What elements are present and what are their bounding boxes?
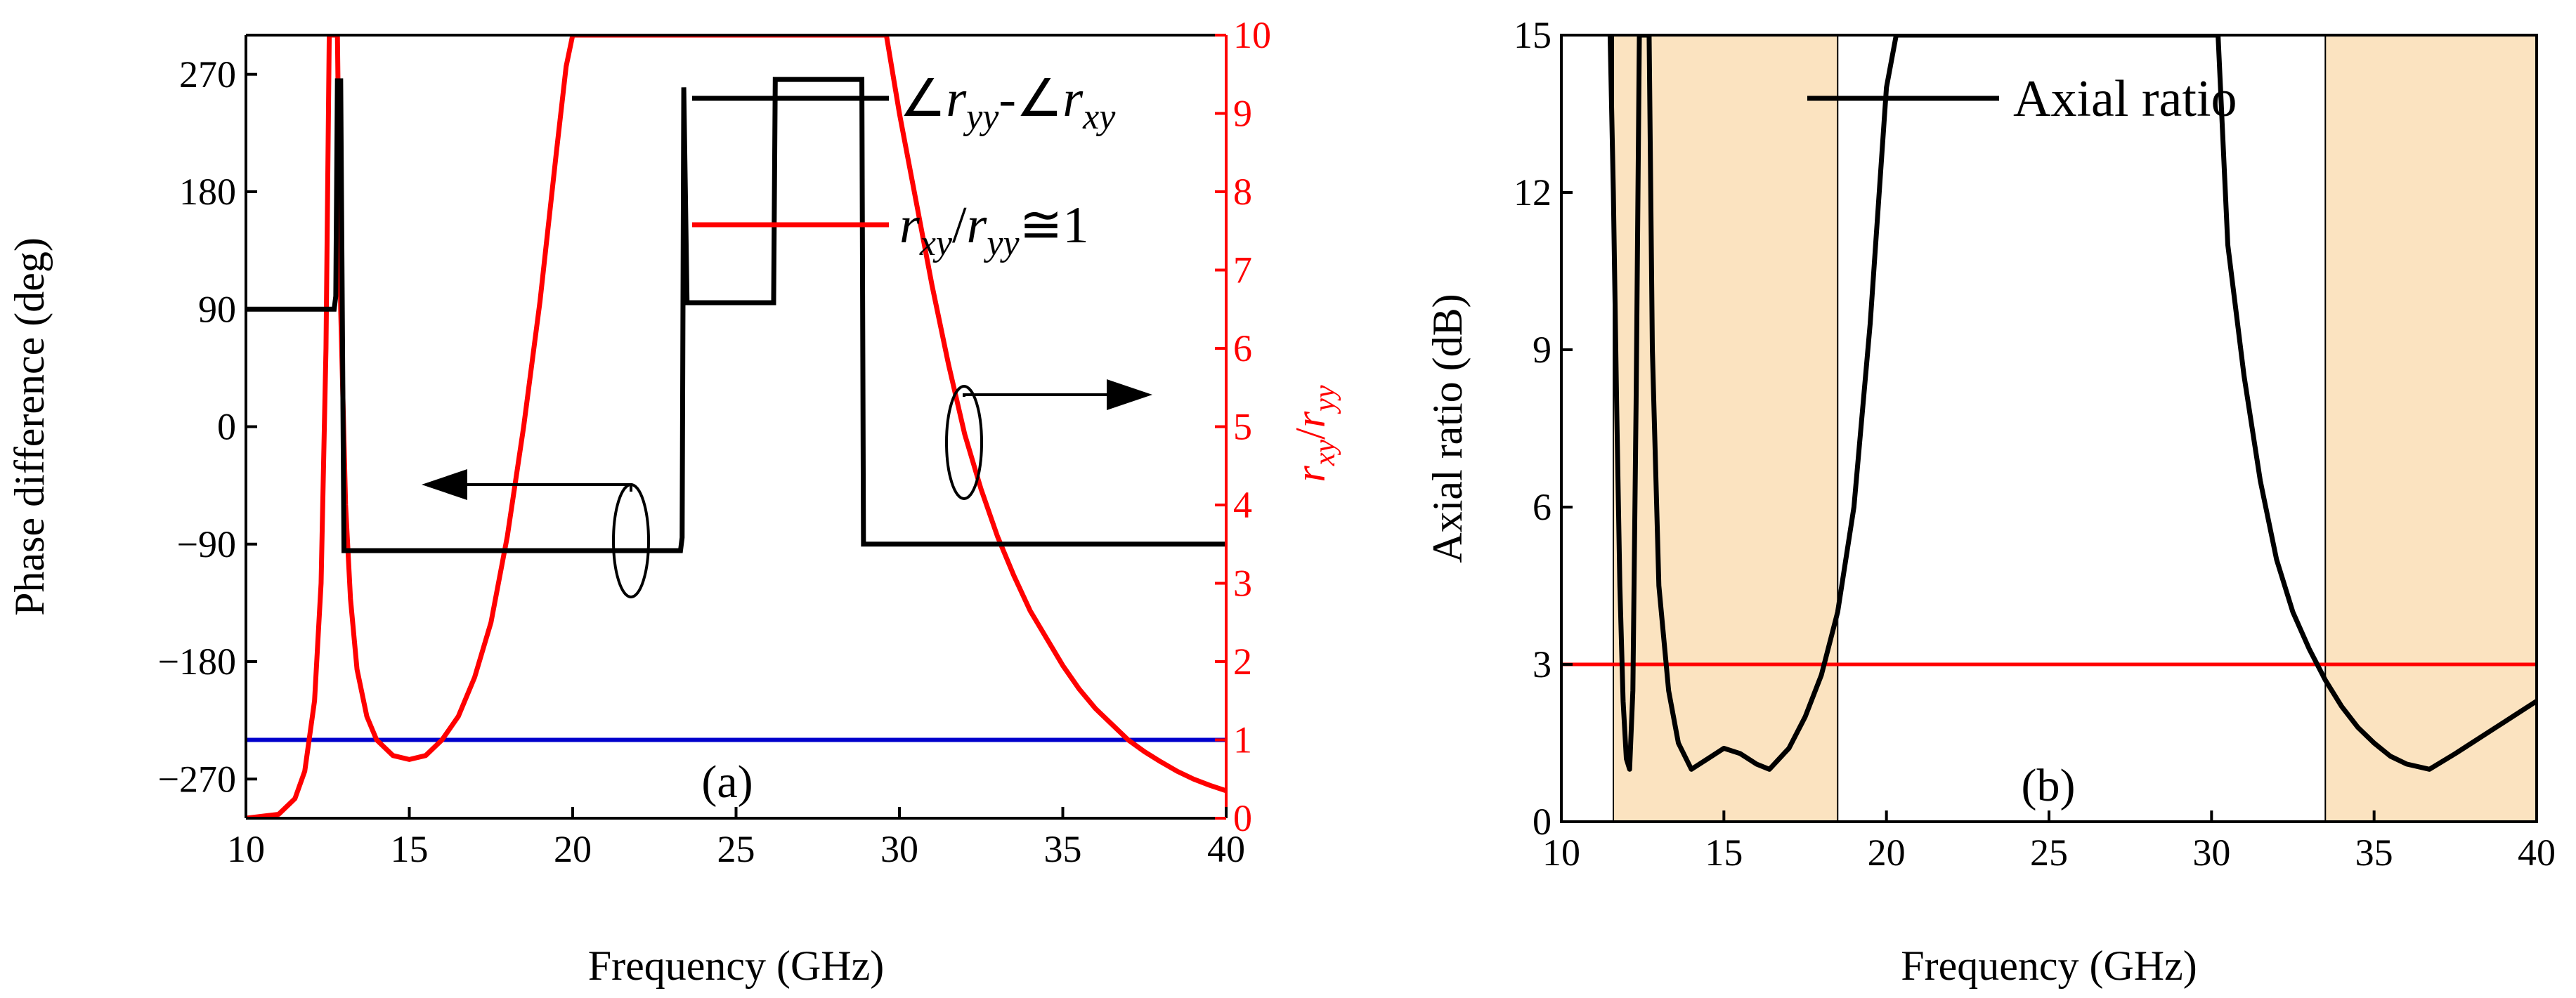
x-axis-label: Frequency (GHz) <box>588 943 885 989</box>
panel-b: 10 15 20 25 30 35 40 0 3 6 9 12 15 Frequency (GHz) Axi… <box>1424 14 2556 989</box>
y2-tick-label: 2 <box>1233 641 1252 683</box>
y-tick-label: −270 <box>158 758 236 800</box>
y2-tick-label: 3 <box>1233 563 1252 605</box>
ratio-curve <box>246 35 1226 818</box>
right-arrow-head <box>1107 379 1152 410</box>
y2-tick-label: 5 <box>1233 406 1252 448</box>
panel-b-plot-area <box>1561 35 2537 772</box>
x-tick-label: 40 <box>1207 828 1245 870</box>
y2-tick-label: 1 <box>1233 719 1252 761</box>
legend-label: Axial ratio <box>2013 70 2237 128</box>
x-tick-label: 25 <box>2030 832 2068 874</box>
x-tick-label: 20 <box>1868 832 1906 874</box>
left-arrow-line <box>464 483 632 492</box>
y-axis-label: Axial ratio (dB) <box>1424 294 1471 563</box>
x-tick-label: 30 <box>880 828 918 870</box>
x-tick-label: 40 <box>2518 832 2556 874</box>
legend-phase-label: ∠ryy-∠rxy <box>899 70 1116 137</box>
legend-ratio-label: rxy/ryy≅1 <box>899 197 1089 263</box>
x-tick-label: 15 <box>391 828 429 870</box>
x-tick-label: 10 <box>1542 832 1580 874</box>
y2-axis-label: rxy/ryy <box>1287 385 1341 482</box>
phase-curve <box>246 77 1226 553</box>
y-tick-label: 90 <box>198 288 236 330</box>
y-tick-label: 180 <box>179 171 236 213</box>
x-tick-label: 30 <box>2192 832 2230 874</box>
x-axis-label: Frequency (GHz) <box>1901 943 2197 989</box>
left-arrow-head <box>422 469 467 500</box>
panel-a: 10 15 20 25 30 35 40 −270 −180 −90 0 90 180 270 0 1 2 3 4 5… <box>6 14 1341 989</box>
x-tick-label: 25 <box>717 828 755 870</box>
x-tick-label: 20 <box>554 828 592 870</box>
y-tick-label: 6 <box>1533 486 1552 528</box>
y-tick-label: 270 <box>179 53 236 96</box>
x-tick-label: 35 <box>2355 832 2393 874</box>
y2-tick-label: 9 <box>1233 93 1252 135</box>
y-tick-label: −90 <box>177 523 236 565</box>
y-tick-label: 3 <box>1533 643 1552 685</box>
y-tick-label: 9 <box>1533 329 1552 371</box>
shaded-band <box>2325 35 2537 822</box>
y2-tick-label: 8 <box>1233 171 1252 213</box>
ratio-curve-marker-ellipse <box>945 385 983 500</box>
phase-curve-marker-ellipse <box>612 483 650 598</box>
y2-tick-label: 0 <box>1233 797 1252 839</box>
y-tick-label: 15 <box>1514 14 1552 56</box>
y-axis-label: Phase difference (deg) <box>6 237 53 616</box>
y2-tick-label: 6 <box>1233 327 1252 369</box>
shaded-band <box>1613 35 1838 822</box>
y2-tick-label: 4 <box>1233 484 1252 526</box>
y-tick-label: 0 <box>217 406 236 448</box>
panel-a-label: (a) <box>701 756 753 808</box>
y-tick-label: 12 <box>1514 171 1552 214</box>
x-tick-label: 15 <box>1705 832 1743 874</box>
right-arrow-line <box>963 393 1110 397</box>
x-tick-label: 35 <box>1044 828 1082 870</box>
axial-ratio-curve <box>1607 35 2537 772</box>
x-tick-label: 10 <box>227 828 265 870</box>
panel-a-plot-area <box>246 35 1226 818</box>
y2-tick-label: 10 <box>1233 14 1271 56</box>
y-tick-label: −180 <box>158 641 236 683</box>
y-tick-label: 0 <box>1533 801 1552 843</box>
panel-b-label: (b) <box>2022 760 2076 811</box>
y2-tick-label: 7 <box>1233 249 1252 291</box>
